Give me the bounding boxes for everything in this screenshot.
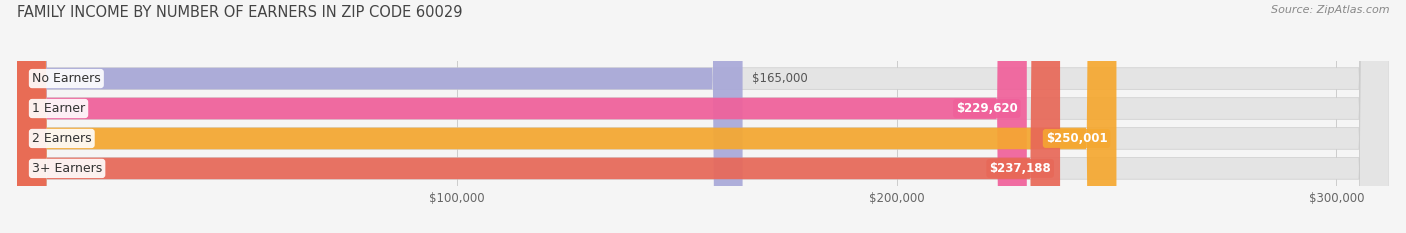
Text: 3+ Earners: 3+ Earners: [32, 162, 103, 175]
Text: Source: ZipAtlas.com: Source: ZipAtlas.com: [1271, 5, 1389, 15]
Text: No Earners: No Earners: [32, 72, 101, 85]
FancyBboxPatch shape: [17, 0, 1389, 233]
FancyBboxPatch shape: [17, 0, 1026, 233]
FancyBboxPatch shape: [17, 0, 742, 233]
FancyBboxPatch shape: [17, 0, 1389, 233]
Text: FAMILY INCOME BY NUMBER OF EARNERS IN ZIP CODE 60029: FAMILY INCOME BY NUMBER OF EARNERS IN ZI…: [17, 5, 463, 20]
FancyBboxPatch shape: [17, 0, 1060, 233]
Text: $165,000: $165,000: [752, 72, 807, 85]
FancyBboxPatch shape: [17, 0, 1116, 233]
FancyBboxPatch shape: [17, 0, 1389, 233]
Text: 1 Earner: 1 Earner: [32, 102, 86, 115]
Text: $229,620: $229,620: [956, 102, 1018, 115]
Text: $250,001: $250,001: [1046, 132, 1108, 145]
FancyBboxPatch shape: [17, 0, 1389, 233]
Text: $237,188: $237,188: [990, 162, 1052, 175]
Text: 2 Earners: 2 Earners: [32, 132, 91, 145]
